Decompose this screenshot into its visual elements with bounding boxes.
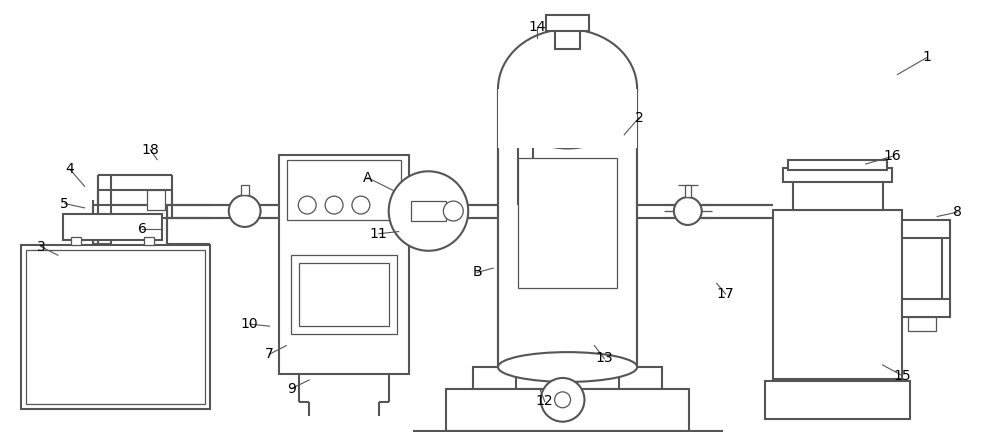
Bar <box>414 430 722 433</box>
Text: 16: 16 <box>884 149 901 163</box>
Bar <box>498 89 637 367</box>
Text: 6: 6 <box>138 223 147 236</box>
Bar <box>555 29 580 49</box>
Bar <box>518 158 617 288</box>
Text: 4: 4 <box>65 162 74 176</box>
Bar <box>291 255 397 334</box>
Circle shape <box>352 196 370 214</box>
Circle shape <box>325 196 343 214</box>
Text: 10: 10 <box>241 317 258 331</box>
Bar <box>908 317 936 331</box>
Text: 8: 8 <box>953 205 961 219</box>
Bar <box>147 190 165 210</box>
Bar <box>498 89 637 149</box>
Ellipse shape <box>498 29 637 149</box>
Text: 14: 14 <box>528 20 546 34</box>
Ellipse shape <box>498 352 637 382</box>
Circle shape <box>389 171 468 251</box>
Text: 13: 13 <box>596 352 613 365</box>
Text: 3: 3 <box>37 239 45 254</box>
Bar <box>144 237 154 245</box>
Bar <box>546 15 589 31</box>
Bar <box>473 367 662 389</box>
Bar <box>21 245 210 409</box>
Text: 5: 5 <box>60 197 69 210</box>
Bar <box>26 250 205 404</box>
Text: 11: 11 <box>370 227 388 241</box>
Bar <box>287 160 401 220</box>
Text: 9: 9 <box>287 381 296 396</box>
Text: 2: 2 <box>635 110 643 125</box>
Text: B: B <box>472 265 482 279</box>
Circle shape <box>541 378 584 422</box>
Bar <box>902 300 950 317</box>
Bar <box>783 168 892 182</box>
Bar <box>71 237 81 245</box>
Bar <box>765 381 910 419</box>
Circle shape <box>229 195 261 227</box>
Text: 12: 12 <box>536 394 554 408</box>
Text: 15: 15 <box>894 368 911 383</box>
Bar <box>411 201 446 221</box>
Text: 1: 1 <box>923 50 932 65</box>
Text: A: A <box>363 171 373 185</box>
Bar <box>299 263 389 326</box>
Bar <box>63 214 162 240</box>
Bar <box>793 180 883 210</box>
Bar <box>685 185 691 197</box>
Bar <box>446 389 689 430</box>
Bar <box>788 160 887 170</box>
Circle shape <box>298 196 316 214</box>
Circle shape <box>443 201 463 221</box>
Circle shape <box>555 392 571 408</box>
Bar <box>279 155 409 374</box>
Text: 17: 17 <box>717 287 734 301</box>
Text: 7: 7 <box>265 347 274 361</box>
Circle shape <box>674 197 702 225</box>
Bar <box>773 210 902 379</box>
Bar <box>902 220 950 238</box>
Text: 18: 18 <box>141 143 159 157</box>
Bar <box>241 185 249 195</box>
